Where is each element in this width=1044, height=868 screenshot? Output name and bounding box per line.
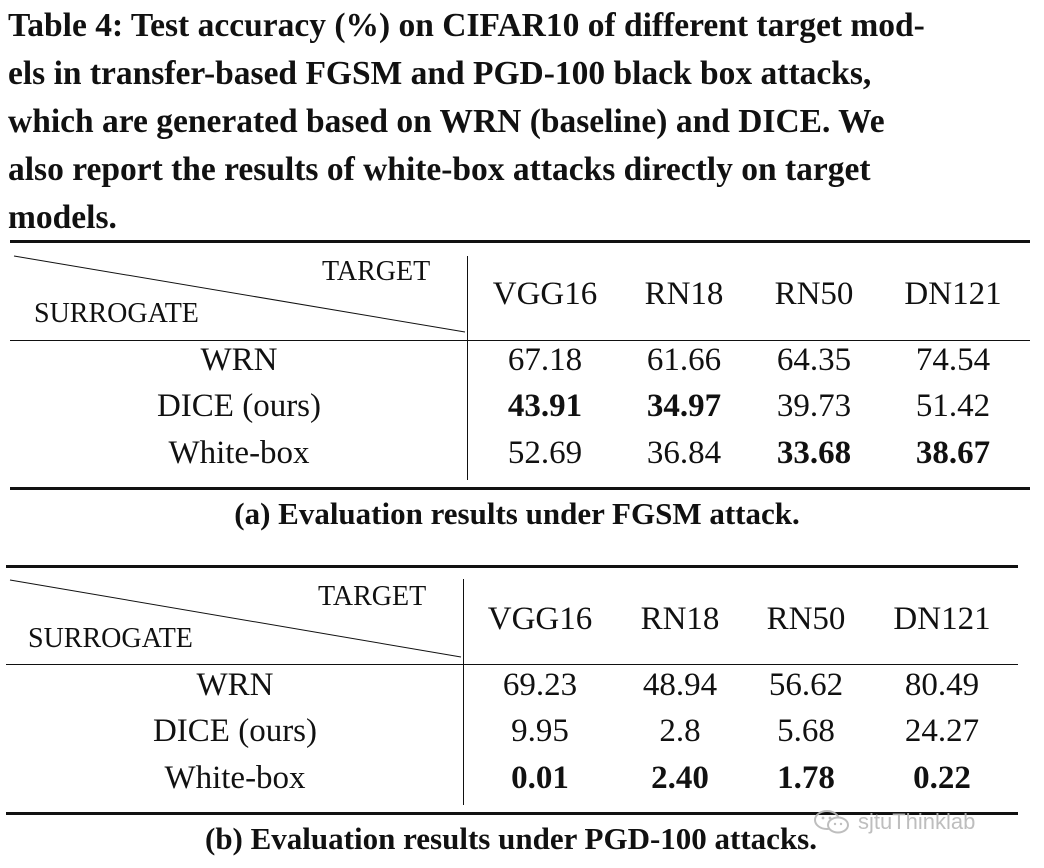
column-header: DN121 <box>904 276 1002 312</box>
table-cell-best: 34.97 <box>646 388 722 424</box>
table-cell-best: 38.67 <box>915 435 991 471</box>
table-cell-best: 43.91 <box>507 388 583 424</box>
header-diagonal <box>13 255 466 333</box>
caption-line: also report the results of white-box att… <box>8 151 871 188</box>
table-cell: 5.68 <box>777 713 835 749</box>
table-cell: 61.66 <box>646 342 722 378</box>
table-cell: 52.69 <box>507 435 583 471</box>
column-header: VGG16 <box>487 601 593 637</box>
corner-target-label: TARGET <box>322 256 431 287</box>
table-cell-best: 33.68 <box>776 435 852 471</box>
table-cell: 39.73 <box>776 388 852 424</box>
table-cell-best: 0.01 <box>511 760 569 796</box>
watermark: sjtuThinklab <box>812 808 975 836</box>
table-cell: 24.27 <box>904 713 980 749</box>
watermark-text: sjtuThinklab <box>858 809 976 834</box>
table-caption: Table 4: Test accuracy (%) on CIFAR10 of… <box>8 2 1032 242</box>
column-separator <box>467 256 468 480</box>
table-cell: 51.42 <box>915 388 991 424</box>
table-cell-best: 1.78 <box>777 760 835 796</box>
corner-surrogate-label: SURROGATE <box>28 623 193 654</box>
table-pgd: TARGET SURROGATE VGG16 RN18 RN50 DN121 W… <box>6 565 1018 868</box>
column-header: DN121 <box>893 601 991 637</box>
corner-target-label: TARGET <box>318 581 427 612</box>
column-header: RN50 <box>774 276 854 312</box>
row-label: DICE (ours) <box>152 713 318 749</box>
table-cell: 64.35 <box>776 342 852 378</box>
table-cell: 67.18 <box>507 342 583 378</box>
bottom-rule <box>10 487 1030 490</box>
bottom-rule <box>6 812 1018 815</box>
table-cell-best: 2.40 <box>651 760 709 796</box>
column-header: RN18 <box>640 601 720 637</box>
table-cell: 69.23 <box>502 667 578 703</box>
wechat-icon <box>814 810 849 834</box>
row-label: White-box <box>164 760 306 796</box>
table-cell: 36.84 <box>646 435 722 471</box>
table-cell: 74.54 <box>915 342 991 378</box>
table-cell: 80.49 <box>904 667 980 703</box>
table-cell: 2.8 <box>659 713 701 749</box>
row-label: White-box <box>168 435 310 471</box>
subcaption: (b) Evaluation results under PGD-100 att… <box>204 821 818 856</box>
caption-line: models. <box>8 199 117 236</box>
table-cell: 9.95 <box>511 713 569 749</box>
subcaption: (a) Evaluation results under FGSM attack… <box>234 496 800 531</box>
column-separator <box>463 579 464 805</box>
caption-line: which are generated based on WRN (baseli… <box>8 103 885 140</box>
header-rule <box>10 340 1030 341</box>
column-header: RN50 <box>766 601 846 637</box>
header-diagonal <box>9 579 462 658</box>
table-cell: 48.94 <box>642 667 718 703</box>
row-label: WRN <box>196 667 274 703</box>
header-rule <box>6 664 1018 665</box>
column-header: RN18 <box>644 276 724 312</box>
row-label: DICE (ours) <box>156 388 322 424</box>
top-rule <box>10 240 1030 243</box>
table-cell: 56.62 <box>768 667 844 703</box>
corner-surrogate-label: SURROGATE <box>34 298 199 329</box>
column-header: VGG16 <box>492 276 598 312</box>
table-cell-best: 0.22 <box>913 760 971 796</box>
caption-line: Table 4: Test accuracy (%) on CIFAR10 of… <box>8 7 925 44</box>
row-label: WRN <box>200 342 278 378</box>
caption-line: els in transfer-based FGSM and PGD-100 b… <box>8 55 872 92</box>
top-rule <box>6 565 1018 568</box>
table-fgsm: TARGET SURROGATE VGG16 RN18 RN50 DN121 W… <box>10 240 1030 540</box>
